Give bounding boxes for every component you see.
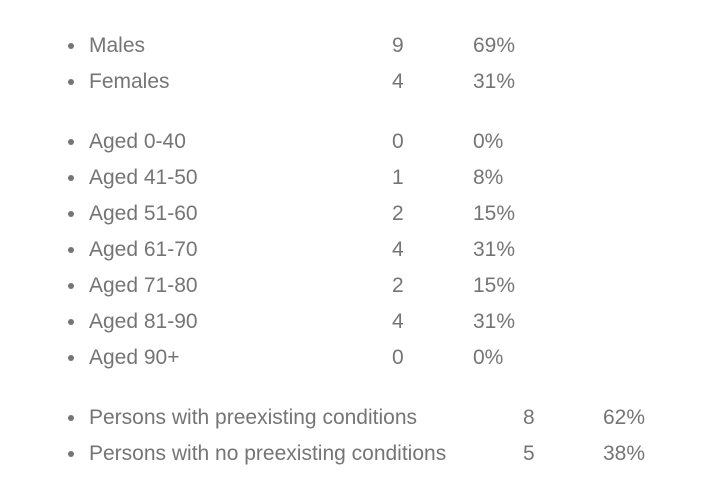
item-label: Aged 81-90 (89, 310, 198, 333)
bullet-icon (68, 415, 74, 421)
list-item: Persons with no preexisting conditions 5… (0, 436, 705, 472)
item-label: Aged 41-50 (89, 166, 198, 189)
list-item: Aged 51-60 2 15% (0, 196, 705, 232)
list-item: Aged 0-40 0 0% (0, 124, 705, 160)
list-item: Females 4 31% (0, 64, 705, 100)
bullet-icon (68, 43, 74, 49)
item-label: Aged 90+ (89, 346, 180, 369)
list-item: Persons with preexisting conditions 8 62… (0, 400, 705, 436)
item-label: Aged 71-80 (89, 274, 198, 297)
item-percent: 31% (473, 310, 516, 333)
item-label: Aged 0-40 (89, 130, 186, 153)
item-label: Males (89, 34, 146, 57)
item-label: Persons with preexisting conditions (89, 406, 418, 429)
item-label: Aged 61-70 (89, 238, 198, 261)
bullet-icon (68, 355, 74, 361)
conditions-breakdown-list: Persons with preexisting conditions 8 62… (0, 400, 705, 472)
item-label: Persons with no preexisting conditions (89, 442, 447, 465)
item-count: 2 (392, 274, 404, 297)
list-item: Aged 41-50 1 8% (0, 160, 705, 196)
item-percent: 15% (473, 202, 516, 225)
item-percent: 31% (473, 238, 516, 261)
item-count: 2 (392, 202, 404, 225)
item-count: 1 (392, 166, 404, 189)
bullet-icon (68, 247, 74, 253)
bullet-icon (68, 175, 74, 181)
item-percent: 0% (473, 130, 504, 153)
bullet-icon (68, 319, 74, 325)
item-count: 0 (392, 130, 404, 153)
item-percent: 31% (473, 70, 516, 93)
list-item: Aged 81-90 4 31% (0, 304, 705, 340)
item-count: 5 (523, 442, 535, 465)
bullet-icon (68, 211, 74, 217)
item-percent: 62% (603, 406, 646, 429)
bullet-icon (68, 451, 74, 457)
sex-breakdown-list: Males 9 69% Females 4 31% (0, 28, 705, 100)
item-label: Aged 51-60 (89, 202, 198, 225)
item-count: 4 (392, 310, 404, 333)
list-item: Males 9 69% (0, 28, 705, 64)
bullet-icon (68, 139, 74, 145)
item-count: 9 (392, 34, 404, 57)
item-count: 4 (392, 70, 404, 93)
list-item: Aged 90+ 0 0% (0, 340, 705, 376)
item-label: Females (89, 70, 170, 93)
bullet-icon (68, 79, 74, 85)
bullet-icon (68, 283, 74, 289)
list-item: Aged 61-70 4 31% (0, 232, 705, 268)
item-percent: 15% (473, 274, 516, 297)
item-count: 0 (392, 346, 404, 369)
item-percent: 8% (473, 166, 504, 189)
list-item: Aged 71-80 2 15% (0, 268, 705, 304)
item-percent: 69% (473, 34, 516, 57)
item-count: 8 (523, 406, 535, 429)
age-breakdown-list: Aged 0-40 0 0% Aged 41-50 1 8% Aged 51-6… (0, 124, 705, 376)
item-count: 4 (392, 238, 404, 261)
item-percent: 38% (603, 442, 646, 465)
item-percent: 0% (473, 346, 504, 369)
